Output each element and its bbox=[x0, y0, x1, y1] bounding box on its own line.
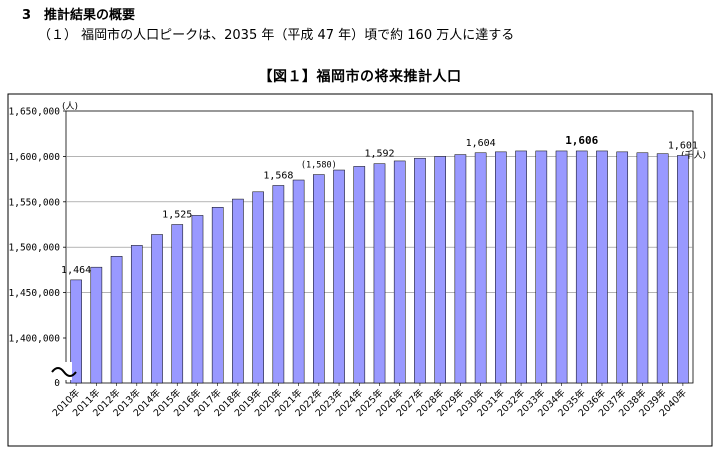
bar-2027年 bbox=[414, 158, 425, 383]
bar-2010年 bbox=[71, 280, 82, 383]
bar-2035年 bbox=[576, 151, 587, 383]
bar-2029年 bbox=[455, 155, 466, 383]
axis-break-gap bbox=[58, 362, 72, 380]
bar-2013年 bbox=[131, 245, 142, 383]
bar-2018年 bbox=[232, 199, 243, 383]
data-label: (1,580) bbox=[301, 161, 337, 171]
data-label: 1,592 bbox=[364, 149, 394, 160]
bar-2015年 bbox=[172, 225, 183, 384]
bar-2030年 bbox=[475, 153, 486, 383]
bar-2032年 bbox=[516, 151, 527, 383]
bar-2040年 bbox=[677, 155, 688, 383]
bar-2026年 bbox=[394, 161, 405, 383]
bar-2022年 bbox=[313, 175, 324, 383]
bar-2024年 bbox=[354, 166, 365, 383]
bar-2033年 bbox=[536, 151, 547, 383]
data-label: 1,604 bbox=[466, 138, 496, 149]
bar-2025年 bbox=[374, 164, 385, 383]
data-label: 1,464 bbox=[61, 265, 91, 276]
bar-2023年 bbox=[333, 170, 344, 383]
bar-2012年 bbox=[111, 256, 122, 383]
data-label: 1,568 bbox=[263, 170, 293, 181]
y-tick-label: 1,500,000 bbox=[9, 243, 61, 254]
y-tick-label: 1,450,000 bbox=[9, 288, 61, 299]
y-axis-unit: (人) bbox=[62, 101, 78, 112]
data-label: 1,601 bbox=[668, 140, 698, 151]
bar-2011年 bbox=[91, 267, 102, 383]
y-tick-label: 1,400,000 bbox=[9, 334, 61, 345]
bar-2020年 bbox=[273, 185, 284, 383]
bar-2036年 bbox=[596, 151, 607, 383]
bar-2039年 bbox=[657, 154, 668, 383]
bar-2037年 bbox=[617, 152, 628, 383]
bar-2019年 bbox=[253, 192, 264, 383]
bar-2028年 bbox=[435, 156, 446, 383]
bar-2016年 bbox=[192, 215, 203, 383]
bar-2017年 bbox=[212, 207, 223, 383]
bar-2014年 bbox=[151, 234, 162, 383]
bar-2021年 bbox=[293, 180, 304, 383]
data-label: 1,525 bbox=[162, 210, 192, 221]
bar-2038年 bbox=[637, 153, 648, 383]
bar-2034年 bbox=[556, 151, 567, 383]
y-tick-label: 1,650,000 bbox=[9, 107, 61, 118]
y-tick-label: 1,550,000 bbox=[9, 197, 61, 208]
bar-2031年 bbox=[495, 152, 506, 383]
y-tick-label: 1,600,000 bbox=[9, 152, 61, 163]
data-label: 1,606 bbox=[565, 134, 598, 147]
